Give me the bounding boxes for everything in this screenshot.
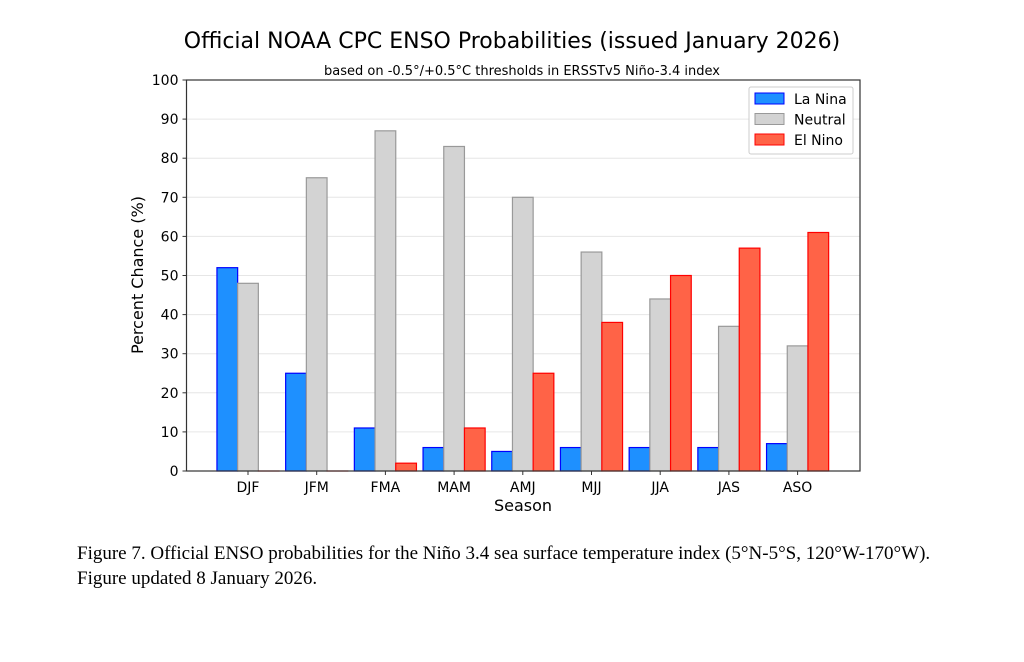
y-tick-label: 50: [161, 269, 179, 285]
figure-caption: Figure 7. Official ENSO probabilities fo…: [77, 543, 931, 589]
y-tick-label: 20: [161, 386, 179, 402]
legend: La Nina Neutral El Nino: [748, 86, 854, 155]
x-ticks: DJF JFM FMA MAM AMJ MJJ JJA JAS ASO: [237, 471, 812, 496]
x-tick-label: MAM: [437, 480, 471, 496]
bars: [216, 130, 830, 472]
y-axis-label: Percent Chance (%): [128, 196, 147, 354]
bar-el-nino-fma: [395, 462, 418, 472]
legend-label: El Nino: [794, 133, 843, 149]
bar-el-nino-amj: [532, 372, 555, 472]
bar-la-nina-amj: [491, 450, 514, 472]
bar-neutral-jas: [717, 325, 740, 472]
y-tick-label: 0: [170, 464, 179, 480]
bar-neutral-jja: [649, 298, 672, 472]
legend-label: Neutral: [794, 113, 846, 129]
x-tick-label: MJJ: [581, 480, 601, 496]
bar-la-nina-fma: [353, 427, 376, 472]
bar-el-nino-mam: [463, 427, 486, 472]
bar-el-nino-jja: [669, 274, 692, 472]
bar-neutral-amj: [511, 196, 534, 472]
x-tick-label: JFM: [304, 480, 329, 496]
legend-swatch-neutral: [754, 113, 785, 125]
enso-bar-chart: Official NOAA CPC ENSO Probabilities (is…: [128, 29, 861, 515]
bar-el-nino-aso: [807, 231, 830, 472]
y-tick-label: 10: [161, 425, 179, 441]
bar-neutral-jfm: [305, 177, 328, 472]
bar-la-nina-mam: [422, 446, 445, 472]
bar-la-nina-mjj: [559, 446, 582, 472]
x-tick-label: FMA: [371, 480, 401, 496]
bar-la-nina-jja: [628, 446, 651, 472]
chart-title: Official NOAA CPC ENSO Probabilities (is…: [184, 29, 841, 54]
x-tick-label: AMJ: [510, 480, 536, 496]
bar-neutral-aso: [786, 345, 809, 472]
chart-subtitle: based on -0.5°/+0.5°C thresholds in ERSS…: [324, 64, 720, 79]
y-tick-label: 40: [161, 308, 179, 324]
bar-neutral-mjj: [580, 251, 603, 472]
x-axis-label: Season: [494, 496, 552, 515]
bar-neutral-djf: [237, 282, 259, 472]
legend-label: La Nina: [794, 92, 847, 108]
y-tick-label: 30: [161, 347, 179, 363]
bar-la-nina-aso: [765, 443, 788, 472]
y-tick-label: 80: [161, 151, 179, 167]
y-tick-label: 70: [161, 190, 179, 206]
legend-swatch-el-nino: [754, 133, 785, 146]
x-tick-label: ASO: [783, 480, 812, 496]
y-tick-label: 60: [161, 229, 179, 245]
bar-la-nina-jas: [697, 446, 720, 472]
x-tick-label: DJF: [237, 480, 260, 496]
x-tick-label: JJA: [650, 480, 669, 496]
y-tick-label: 90: [161, 112, 179, 128]
bar-el-nino-jas: [738, 247, 761, 472]
legend-swatch-la-nina: [754, 92, 785, 105]
x-tick-label: JAS: [717, 480, 740, 496]
bar-la-nina-jfm: [285, 372, 307, 472]
bar-neutral-fma: [374, 130, 397, 472]
y-tick-label: 100: [152, 73, 179, 89]
bar-el-nino-mjj: [601, 321, 624, 472]
y-ticks: 0 10 20 30 40 50 60 70 80 90 100: [152, 73, 187, 480]
bar-la-nina-djf: [216, 267, 239, 472]
bar-neutral-mam: [443, 145, 466, 472]
